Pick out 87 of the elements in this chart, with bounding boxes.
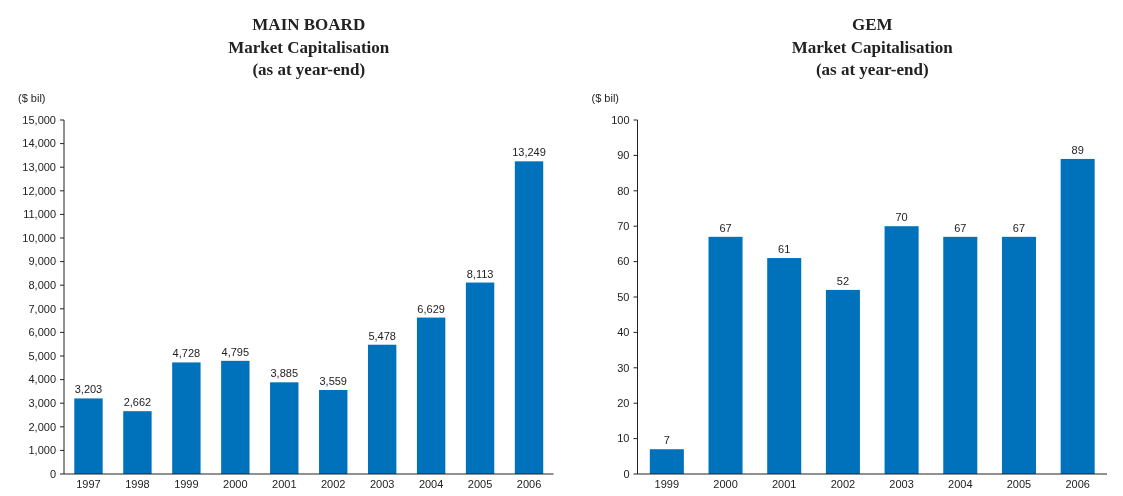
y-tick-label: 1,000 — [28, 444, 56, 457]
data-label: 67 — [1012, 221, 1026, 234]
x-tick-label: 2001 — [771, 478, 797, 490]
data-label: 61 — [778, 243, 791, 256]
data-label: 8,113 — [466, 267, 494, 280]
y-tick-label: 20 — [617, 397, 630, 410]
y-tick-label: 0 — [49, 467, 56, 480]
x-tick-label: 1999 — [654, 478, 680, 490]
data-label: 89 — [1071, 143, 1084, 156]
y-tick-label: 60 — [617, 255, 630, 268]
y-tick-label: 4,000 — [28, 373, 56, 386]
data-label: 4,795 — [221, 345, 250, 358]
y-tick-label: 15,000 — [22, 113, 56, 126]
data-label: 4,728 — [172, 347, 201, 360]
bar — [465, 282, 495, 474]
x-tick-label: 2005 — [1006, 478, 1032, 490]
y-tick-label: 0 — [623, 467, 630, 480]
y-tick-label: 12,000 — [22, 184, 56, 197]
bar — [172, 362, 201, 474]
y-tick-label: 3,000 — [28, 397, 56, 410]
data-label: 5,478 — [368, 329, 396, 342]
bar — [319, 390, 348, 474]
bar — [270, 382, 299, 474]
y-tick-label: 100 — [611, 113, 630, 126]
chart-subtitle: Market Capitalisation (as at year-end) — [228, 38, 390, 79]
data-label: 6,629 — [417, 302, 445, 315]
bar — [367, 344, 397, 474]
bar — [884, 226, 919, 474]
data-label: 67 — [719, 221, 732, 234]
y-tick-label: 5,000 — [28, 349, 56, 362]
data-label: 70 — [895, 211, 908, 224]
y-tick-label: 30 — [617, 361, 630, 374]
x-tick-label: 2001 — [272, 478, 297, 490]
x-tick-label: 2004 — [418, 478, 444, 490]
x-tick-label: 1998 — [125, 478, 150, 490]
y-tick-label: 6,000 — [28, 326, 56, 339]
chart-subtitle: Market Capitalisation (as at year-end) — [791, 38, 954, 79]
y-tick-label: 11,000 — [23, 208, 56, 221]
x-tick-label: 2005 — [467, 478, 493, 490]
bar — [416, 317, 446, 474]
y-axis-title: ($ bil) — [18, 92, 46, 104]
x-tick-label: 2000 — [223, 478, 248, 490]
bar — [708, 236, 743, 474]
bar — [514, 161, 544, 474]
y-tick-label: 10 — [617, 432, 630, 445]
y-tick-label: 2,000 — [28, 420, 56, 433]
x-tick-label: 2006 — [516, 478, 542, 490]
x-tick-label: 2006 — [1065, 478, 1090, 490]
bar — [649, 449, 684, 474]
x-tick-label: 2000 — [713, 478, 738, 490]
x-tick-label: 2002 — [830, 478, 856, 490]
y-tick-label: 40 — [617, 326, 630, 339]
chart-title: MAIN BOARD — [252, 15, 366, 34]
data-label: 3,559 — [319, 375, 347, 388]
y-tick-label: 9,000 — [28, 255, 56, 268]
data-label: 67 — [954, 221, 967, 234]
chart-title: GEM — [851, 15, 893, 34]
data-label: 7 — [663, 434, 670, 447]
data-label: 3,885 — [270, 367, 299, 380]
y-tick-label: 80 — [617, 184, 630, 197]
x-tick-label: 1997 — [76, 478, 101, 490]
bar — [221, 360, 250, 474]
y-tick-label: 10,000 — [22, 231, 56, 244]
bar — [74, 398, 103, 474]
y-tick-label: 50 — [617, 290, 630, 303]
data-label: 3,203 — [74, 383, 103, 396]
bar — [825, 289, 860, 474]
y-axis-title: ($ bil) — [591, 92, 620, 104]
y-tick-label: 90 — [617, 149, 630, 162]
y-tick-label: 13,000 — [22, 161, 56, 174]
x-tick-label: 2002 — [320, 478, 346, 490]
bar — [123, 411, 152, 474]
y-tick-label: 8,000 — [28, 279, 56, 292]
y-tick-label: 70 — [617, 220, 630, 233]
data-label: 2,662 — [123, 396, 152, 409]
data-label: 13,249 — [512, 146, 546, 159]
bar — [1001, 236, 1036, 474]
x-tick-label: 2004 — [948, 478, 973, 490]
y-tick-label: 14,000 — [22, 137, 56, 150]
x-tick-label: 2003 — [889, 478, 914, 490]
bar — [1060, 158, 1095, 474]
x-tick-label: 2003 — [369, 478, 395, 490]
bar — [767, 258, 802, 474]
x-tick-label: 1999 — [174, 478, 199, 490]
data-label: 52 — [836, 274, 850, 287]
bar — [943, 236, 978, 474]
y-tick-label: 7,000 — [28, 302, 56, 315]
